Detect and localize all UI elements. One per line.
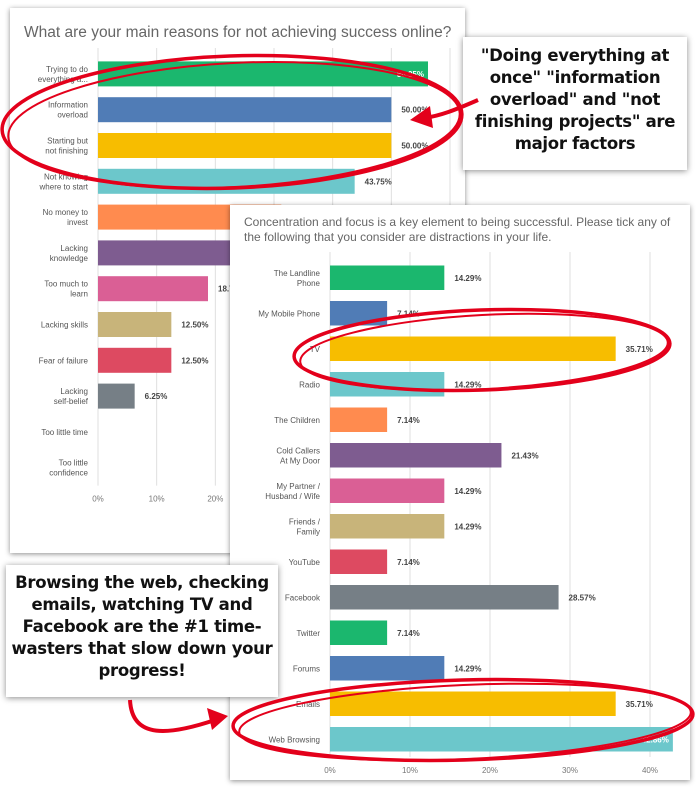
bar bbox=[330, 301, 388, 326]
category-label: Trying to do everything a... bbox=[38, 65, 89, 84]
data-label: 7.14% bbox=[397, 416, 420, 425]
chart-title: Concentration and focus is a key element… bbox=[244, 215, 671, 244]
bar bbox=[330, 727, 673, 752]
data-label: 7.14% bbox=[397, 629, 420, 638]
category-label: Cold Callers At My Door bbox=[276, 446, 320, 465]
bar bbox=[330, 336, 616, 361]
category-label: Lacking self-belief bbox=[54, 387, 89, 406]
data-label: 12.50% bbox=[181, 356, 208, 365]
bar bbox=[98, 133, 392, 158]
category-label: Friends / Family bbox=[289, 517, 321, 536]
x-tick-label: 10% bbox=[149, 495, 165, 504]
data-label: 50.00% bbox=[401, 106, 428, 115]
bar-chart: 0% 10% 20% 30% 40% The Landline Phone 14.29% My … bbox=[258, 252, 673, 775]
data-label: 35.71% bbox=[626, 700, 653, 709]
category-label: The Landline Phone bbox=[274, 269, 321, 288]
bar bbox=[330, 691, 616, 716]
bar bbox=[330, 585, 559, 610]
data-label: 7.14% bbox=[397, 309, 420, 318]
bar bbox=[98, 168, 355, 194]
category-label: No money to invest bbox=[43, 208, 89, 227]
category-label: Facebook bbox=[285, 593, 321, 602]
bar bbox=[330, 478, 445, 503]
bar bbox=[98, 276, 208, 302]
data-label: 35.71% bbox=[626, 345, 653, 354]
x-tick-label: 30% bbox=[562, 766, 578, 775]
x-tick-label: 40% bbox=[642, 766, 658, 775]
category-label: The Children bbox=[274, 416, 320, 425]
data-label: 42.86% bbox=[642, 735, 669, 744]
x-tick-label: 10% bbox=[402, 766, 418, 775]
bar bbox=[98, 347, 172, 373]
category-label: Twitter bbox=[296, 629, 320, 638]
bar bbox=[98, 61, 428, 87]
x-tick-label: 0% bbox=[92, 495, 104, 504]
bar bbox=[330, 265, 445, 290]
category-label: Lacking knowledge bbox=[50, 244, 89, 263]
category-label: Fear of failure bbox=[39, 356, 89, 365]
data-label: 14.29% bbox=[454, 487, 481, 496]
category-label: Too little confidence bbox=[49, 459, 88, 478]
arrow-icon bbox=[128, 699, 216, 734]
data-label: 50.00% bbox=[401, 142, 428, 151]
callout-note-top: "Doing everything at once" "information … bbox=[463, 37, 687, 170]
category-label: Too much to learn bbox=[44, 280, 88, 299]
bar bbox=[330, 620, 388, 645]
category-label: Emails bbox=[296, 700, 320, 709]
category-label: Lacking skills bbox=[41, 321, 88, 330]
data-label: 6.25% bbox=[145, 392, 168, 401]
bar bbox=[98, 383, 135, 409]
category-label: My Mobile Phone bbox=[258, 309, 320, 318]
category-label: Starting but not finishing bbox=[45, 137, 88, 156]
category-label: TV bbox=[310, 345, 321, 354]
data-label: 14.29% bbox=[454, 522, 481, 531]
bar bbox=[330, 549, 388, 574]
category-label: Radio bbox=[299, 380, 320, 389]
arrow-icon bbox=[207, 708, 228, 730]
x-tick-label: 20% bbox=[482, 766, 498, 775]
data-label: 7.14% bbox=[397, 558, 420, 567]
data-label: 21.43% bbox=[511, 451, 538, 460]
bar bbox=[330, 372, 445, 397]
bar bbox=[330, 407, 388, 432]
data-label: 14.29% bbox=[454, 664, 481, 673]
chart-title: What are your main reasons for not achie… bbox=[24, 24, 452, 41]
chart-card-distractions: Concentration and focus is a key element… bbox=[230, 205, 690, 780]
category-label: Not knowing where to start bbox=[39, 172, 89, 191]
data-label: 56.25% bbox=[397, 70, 424, 79]
category-label: Web Browsing bbox=[269, 735, 320, 744]
data-label: 28.57% bbox=[569, 593, 596, 602]
bar bbox=[330, 443, 502, 468]
data-label: 12.50% bbox=[181, 321, 208, 330]
callout-note-bottom: Browsing the web, checking emails, watch… bbox=[6, 565, 278, 697]
bar bbox=[98, 97, 392, 123]
bar bbox=[330, 656, 445, 681]
data-label: 43.75% bbox=[365, 177, 392, 186]
category-label: Information overload bbox=[48, 101, 88, 120]
category-label: Too little time bbox=[41, 428, 88, 437]
x-tick-label: 0% bbox=[324, 766, 336, 775]
category-label: YouTube bbox=[289, 558, 321, 567]
bar bbox=[330, 514, 445, 539]
bar bbox=[98, 312, 172, 337]
data-label: 14.29% bbox=[454, 380, 481, 389]
data-label: 14.29% bbox=[454, 274, 481, 283]
x-tick-label: 20% bbox=[207, 495, 223, 504]
category-label: Forums bbox=[293, 664, 320, 673]
category-label: My Partner / Husband / Wife bbox=[265, 482, 320, 501]
